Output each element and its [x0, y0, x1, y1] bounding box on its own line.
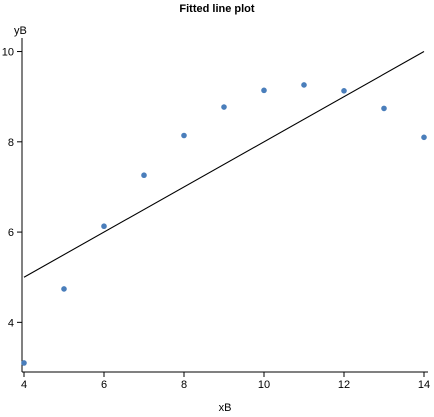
y-tick-label: 8 — [8, 137, 14, 149]
data-point — [301, 82, 307, 88]
x-tick-label: 8 — [181, 379, 187, 391]
x-tick-label: 12 — [338, 379, 350, 391]
data-point — [101, 223, 107, 230]
x-tick-label: 10 — [258, 379, 270, 391]
data-point — [141, 172, 147, 179]
y-tick-label: 6 — [8, 227, 14, 239]
data-point — [221, 104, 227, 110]
x-tick-label: 14 — [418, 379, 430, 391]
data-point — [21, 360, 27, 366]
chart-title: Fitted line plot — [179, 3, 255, 15]
data-point — [61, 286, 67, 292]
data-point — [341, 88, 347, 94]
data-point — [261, 87, 267, 94]
data-point — [181, 132, 187, 139]
x-axis-label: xB — [219, 402, 232, 414]
y-tick-label: 4 — [8, 317, 14, 329]
y-axis-label: yB — [14, 25, 27, 37]
data-point — [421, 134, 427, 141]
data-point — [381, 105, 387, 112]
y-tick-label: 10 — [2, 47, 14, 59]
x-tick-label: 6 — [101, 379, 107, 391]
fitted-line — [23, 51, 425, 278]
x-tick-label: 4 — [21, 379, 27, 391]
